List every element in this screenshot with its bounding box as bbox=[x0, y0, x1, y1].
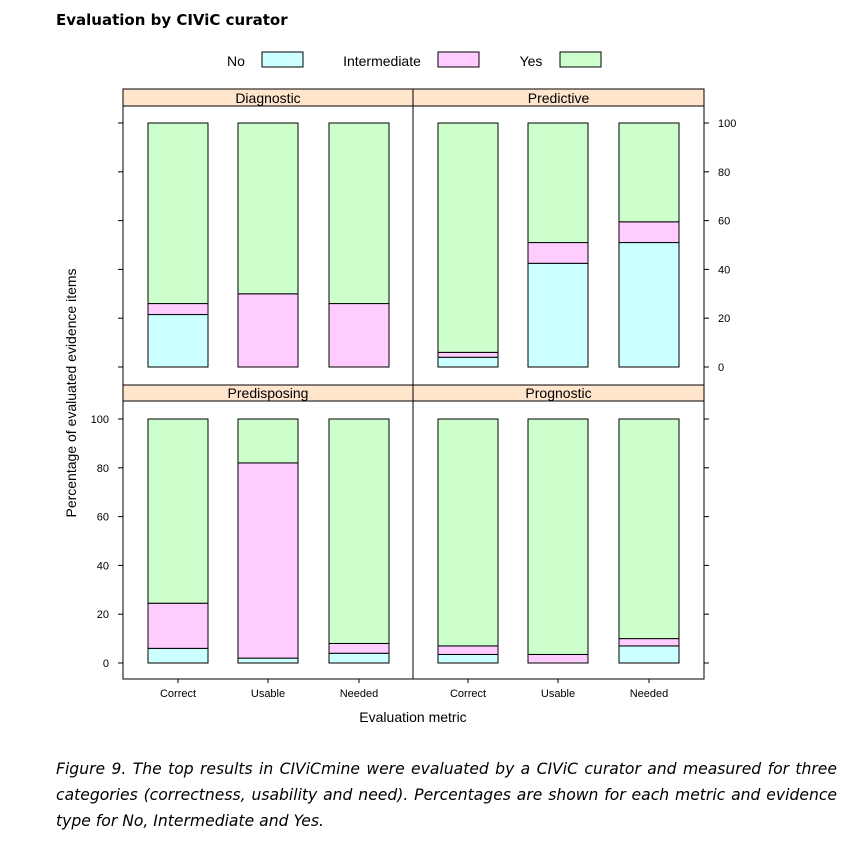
legend-swatch-no bbox=[261, 51, 304, 68]
bar-segment-predictive-usable-yes bbox=[527, 122, 589, 244]
bar-segment-predictive-correct-intermediate bbox=[437, 351, 499, 358]
bar-segment-predisposing-correct-no bbox=[147, 647, 209, 664]
x-tick-label-usable: Usable bbox=[541, 688, 575, 700]
bar-segment-predisposing-needed-no bbox=[328, 652, 390, 664]
legend: No Intermediate Yes bbox=[227, 51, 602, 69]
bar-segment-diagnostic-usable-intermediate bbox=[237, 293, 299, 368]
bar-segment-predisposing-needed-intermediate bbox=[328, 642, 390, 654]
x-axis-label: Evaluation metric bbox=[359, 709, 466, 725]
panel-diagnostic: Diagnostic bbox=[122, 88, 414, 368]
bar-segment-predictive-needed-yes bbox=[618, 122, 680, 223]
bar-segment-prognostic-correct-yes bbox=[437, 418, 499, 647]
y-tick-label: 40 bbox=[718, 264, 730, 276]
y-tick-label: 100 bbox=[718, 118, 736, 130]
panel-title-diagnostic: Diagnostic bbox=[235, 90, 300, 106]
page-title: Evaluation by CIViC curator bbox=[56, 11, 288, 29]
panel-prognostic: Prognostic bbox=[412, 384, 705, 664]
bar-segment-predictive-usable-no bbox=[527, 262, 589, 368]
y-tick-label: 60 bbox=[97, 512, 109, 524]
bar-segment-prognostic-usable-yes bbox=[527, 418, 589, 655]
bar-segment-prognostic-correct-no bbox=[437, 653, 499, 664]
chart-panels: Diagnostic Predictive Predisposing Prognost… bbox=[122, 88, 705, 664]
x-tick-label-needed: Needed bbox=[630, 688, 669, 700]
bar-segment-predisposing-usable-yes bbox=[237, 418, 299, 464]
bar-segment-diagnostic-correct-no bbox=[147, 314, 209, 368]
y-tick-label: 0 bbox=[718, 362, 724, 374]
bar-segment-predictive-needed-intermediate bbox=[618, 221, 680, 244]
x-tick-label-usable: Usable bbox=[251, 688, 285, 700]
bar-segment-prognostic-needed-no bbox=[618, 645, 680, 664]
y-tick-label: 0 bbox=[103, 658, 109, 670]
bar-segment-diagnostic-correct-intermediate bbox=[147, 303, 209, 316]
chart-axes: 0 20 40 60 80 100 0 20 40 60 80 100 Correct Usable Nee… bbox=[91, 88, 736, 700]
legend-label-no: No bbox=[227, 53, 245, 69]
bar-segment-prognostic-needed-intermediate bbox=[618, 638, 680, 647]
bar-segment-diagnostic-needed-intermediate bbox=[328, 303, 390, 368]
legend-swatch-yes bbox=[559, 51, 602, 68]
y-tick-label: 100 bbox=[91, 414, 109, 426]
bar-segment-predisposing-needed-yes bbox=[328, 418, 390, 644]
legend-label-yes: Yes bbox=[520, 53, 543, 69]
panel-title-prognostic: Prognostic bbox=[525, 385, 591, 401]
bar-segment-predictive-correct-no bbox=[437, 356, 499, 368]
stacked-bar-chart: No Intermediate Yes Diagnostic Predictive Pr… bbox=[63, 51, 736, 725]
legend-swatch-intermediate bbox=[437, 51, 480, 68]
bar-segment-diagnostic-usable-yes bbox=[237, 122, 299, 295]
x-tick-label-needed: Needed bbox=[340, 688, 379, 700]
bar-segment-diagnostic-needed-yes bbox=[328, 122, 390, 305]
bar-segment-predisposing-correct-intermediate bbox=[147, 602, 209, 649]
panel-predictive: Predictive bbox=[412, 88, 705, 368]
bar-segment-predictive-correct-yes bbox=[437, 122, 499, 353]
panel-title-predictive: Predictive bbox=[528, 90, 590, 106]
bar-segment-predisposing-usable-no bbox=[237, 657, 299, 664]
y-axis-label: Percentage of evaluated evidence items bbox=[63, 268, 79, 517]
y-tick-label: 20 bbox=[718, 313, 730, 325]
y-tick-label: 20 bbox=[97, 609, 109, 621]
y-tick-label: 40 bbox=[97, 560, 109, 572]
y-tick-label: 80 bbox=[718, 167, 730, 179]
bar-segment-predisposing-usable-intermediate bbox=[237, 462, 299, 659]
x-tick-label-correct: Correct bbox=[160, 688, 196, 700]
x-tick-label-correct: Correct bbox=[450, 688, 486, 700]
panel-predisposing: Predisposing bbox=[122, 384, 414, 664]
bar-segment-prognostic-usable-intermediate bbox=[527, 653, 589, 664]
bar-segment-prognostic-needed-yes bbox=[618, 418, 680, 640]
bar-segment-diagnostic-correct-yes bbox=[147, 122, 209, 305]
panel-title-predisposing: Predisposing bbox=[228, 385, 309, 401]
legend-label-intermediate: Intermediate bbox=[343, 53, 421, 69]
bar-segment-predisposing-correct-yes bbox=[147, 418, 209, 604]
y-tick-label: 60 bbox=[718, 216, 730, 228]
bar-segment-predictive-needed-no bbox=[618, 242, 680, 368]
bar-segment-predictive-usable-intermediate bbox=[527, 242, 589, 264]
bar-segment-prognostic-correct-intermediate bbox=[437, 645, 499, 655]
figure-caption: Figure 9. The top results in CIViCmine w… bbox=[56, 760, 837, 830]
y-tick-label: 80 bbox=[97, 463, 109, 475]
